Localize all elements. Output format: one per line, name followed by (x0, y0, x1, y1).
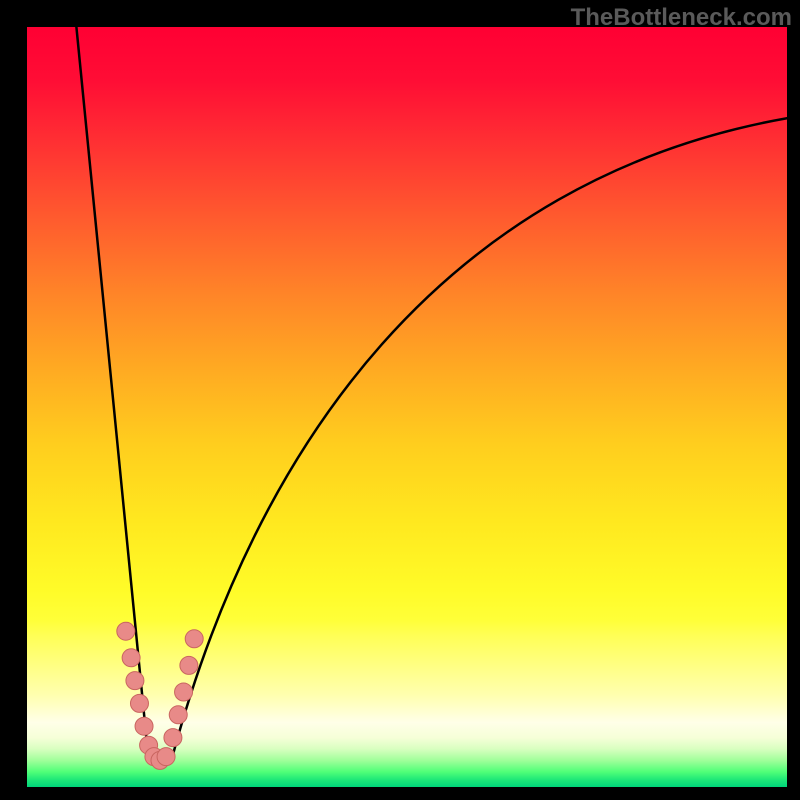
valley-marker (175, 683, 193, 701)
valley-marker (126, 672, 144, 690)
valley-marker (164, 729, 182, 747)
valley-marker (169, 706, 187, 724)
valley-marker (135, 717, 153, 735)
valley-marker (117, 622, 135, 640)
valley-marker (180, 656, 198, 674)
valley-marker (157, 748, 175, 766)
bottleneck-chart (27, 27, 787, 787)
valley-marker (130, 694, 148, 712)
valley-marker (185, 630, 203, 648)
chart-container: TheBottleneck.com (0, 0, 800, 800)
plot-area (27, 27, 787, 787)
watermark-text: TheBottleneck.com (571, 4, 792, 32)
valley-marker (122, 649, 140, 667)
